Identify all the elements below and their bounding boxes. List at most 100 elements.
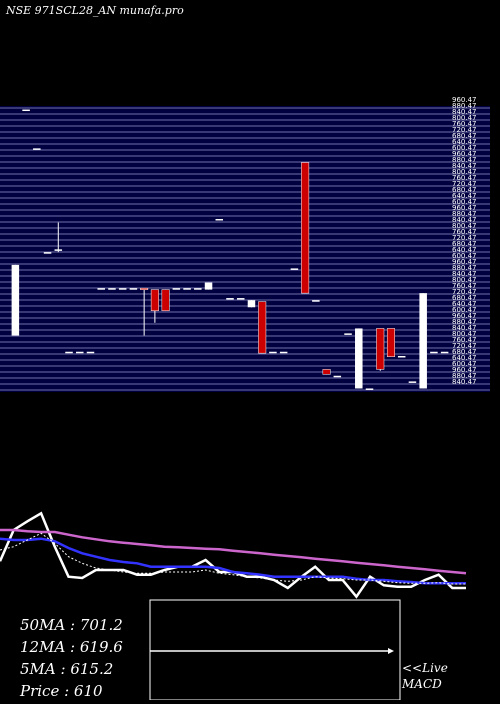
price-tick-label: 840.47 [452,270,477,278]
candle-body [140,287,149,290]
candle-body [161,289,170,312]
price-tick-label: 760.47 [452,282,477,290]
candle-body [408,381,417,383]
candle-body [172,288,181,290]
price-tick-label: 600.47 [452,198,477,206]
price-tick-label: 880.47 [452,210,477,218]
ma12-label: 12MA : 619.6 [20,638,123,656]
macd-label: <<Live MACD [402,660,448,692]
price-tick-label: 640.47 [452,300,477,308]
price-tick-label: 800.47 [452,168,477,176]
price-tick-label: 760.47 [452,228,477,236]
candle-body [386,328,395,357]
candle-body [279,351,288,354]
price-tick-label: 720.47 [452,180,477,188]
candle-body [269,351,277,354]
candles-group [11,109,449,390]
candle-body [108,288,116,290]
candle-body [11,264,20,336]
price-tick-label: 720.47 [452,342,477,350]
candle-body [150,289,159,312]
ma-summary: 50MA : 701.2 12MA : 619.6 5MA : 615.2 Pr… [20,614,123,702]
price-tick-label: 800.47 [452,114,477,122]
price-tick-label: 680.47 [452,348,477,356]
candle-body [344,333,352,335]
candle-body [97,288,105,290]
candle-body [204,282,213,290]
candle-body [312,300,320,302]
price-tick-label: 800.47 [452,222,477,230]
price-tick-label: 600.47 [452,360,477,368]
candle-body [86,351,95,354]
candle-body [419,293,427,389]
indicator-series-line [0,528,467,575]
indicator-lines [0,511,467,599]
price-tick-label: 880.47 [452,102,477,110]
price-tick-label: 880.47 [452,318,477,326]
price-tick-label: 960.47 [452,150,477,158]
price-tick-label: 680.47 [452,240,477,248]
price-gridlines [0,107,490,391]
price-tick-label: 800.47 [452,330,477,338]
price-tick-label: 760.47 [452,336,477,344]
price-tick-label: 680.47 [452,132,477,140]
price-tick-label: 840.47 [452,162,477,170]
price-tick-label: 640.47 [452,138,477,146]
candle-body [247,300,256,308]
price-tick-label: 960.47 [452,96,477,104]
indicator-series-line [0,532,466,585]
candle-body [333,375,342,378]
candle-body [290,268,299,270]
price-tick-label: 840.47 [452,324,477,332]
price-tick-label: 880.47 [452,156,477,164]
candle-body [22,109,30,112]
price-tick-label: 760.47 [452,174,477,182]
candle-body [43,252,52,254]
price-tick-label: 720.47 [452,288,477,296]
price-tick-label: 840.47 [452,378,477,386]
price-tick-label: 640.47 [452,354,477,362]
candle-body [365,388,374,390]
candle-body [236,298,245,300]
price-tick-label: 800.47 [452,276,477,284]
candle-body [355,328,363,389]
price-tick-label: 960.47 [452,312,477,320]
price-labels: 960.47880.47840.47800.47760.47720.47680.… [452,96,477,386]
candle-body [65,351,73,354]
price-tick-label: 640.47 [452,246,477,254]
chart-title: NSE 971SCL28_AN munafa.pro [6,4,184,17]
candle-body [376,328,385,370]
candle-body [33,148,41,150]
ma5-label: 5MA : 615.2 [20,660,114,678]
price-tick-label: 840.47 [452,216,477,224]
price-tick-label: 960.47 [452,204,477,212]
price-tick-label: 880.47 [452,372,477,380]
candle-body [397,355,406,358]
price-tick-label: 760.47 [452,120,477,128]
macd-title: MACD [402,677,442,691]
price-tick-label: 880.47 [452,264,477,272]
price-tick-label: 640.47 [452,192,477,200]
macd-live: <<Live [402,661,448,675]
candle-body [194,288,202,290]
candle-body [440,351,449,354]
price-tick-label: 840.47 [452,108,477,116]
price-tick-label: 960.47 [452,366,477,374]
price-tick-label: 720.47 [452,234,477,242]
price-tick-label: 600.47 [452,144,477,152]
price-label: Price : 610 [20,682,103,700]
price-tick-label: 960.47 [452,258,477,266]
price-panel-bg [0,106,490,392]
candle-body [226,298,234,300]
price-tick-label: 720.47 [452,126,477,134]
candle-body [54,249,63,251]
macd-marker [388,648,394,654]
price-tick-label: 680.47 [452,294,477,302]
price-tick-label: 600.47 [452,252,477,260]
candle-body [301,162,310,294]
candle-body [215,218,224,221]
ma50-label: 50MA : 701.2 [20,616,123,634]
candle-body [76,351,84,354]
